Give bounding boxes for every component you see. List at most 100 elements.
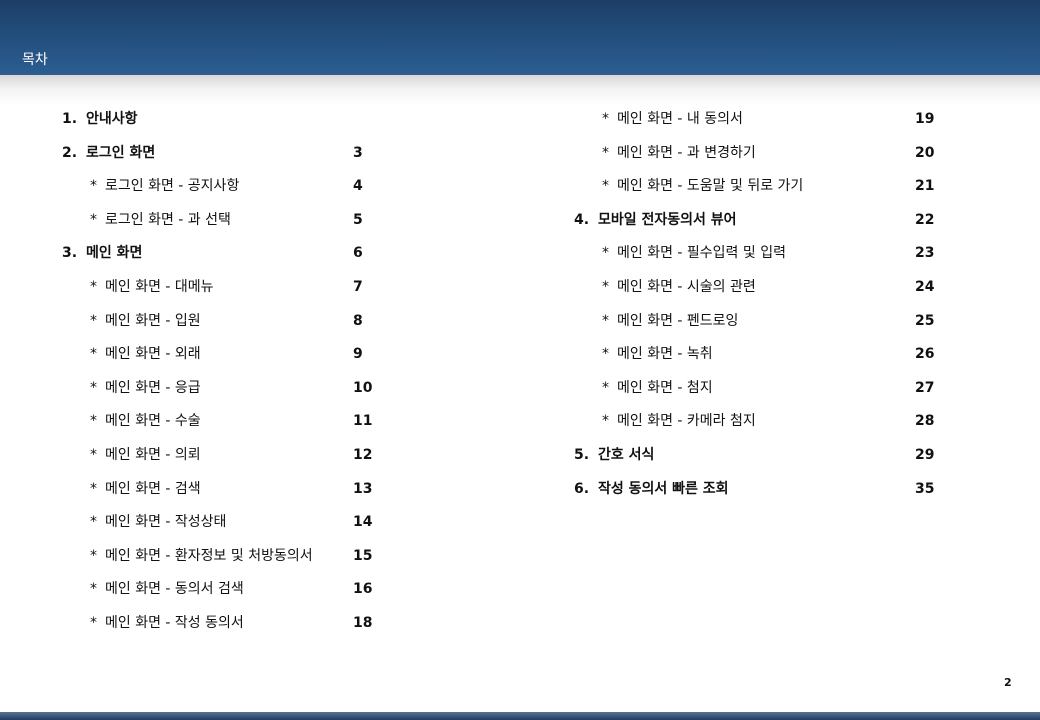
- footer-bar: [0, 712, 1040, 720]
- toc-page-number: 13: [353, 480, 373, 497]
- toc-subsection: * 로그인 화면 - 과 선택 5: [62, 210, 383, 230]
- toc-bullet-marker: *: [602, 279, 609, 295]
- toc-entry-label: 메인 화면: [86, 245, 143, 262]
- toc-bullet-marker: *: [90, 312, 97, 329]
- toc-entry-label: 메인 화면 - 의뢰: [105, 447, 201, 463]
- toc-entry-label: 메인 화면 - 응급: [105, 379, 201, 396]
- toc-subsection: * 메인 화면 - 작성 동의서 18: [62, 613, 383, 633]
- toc-subsection: * 메인 화면 - 카메라 첨지 28: [574, 411, 945, 431]
- toc-entry-label: 메인 화면 - 작성상태: [105, 514, 227, 531]
- toc-section-number: 3.: [62, 245, 78, 262]
- toc-subsection: * 메인 화면 - 필수입력 및 입력 23: [574, 243, 945, 263]
- toc-entry-label: 작성 동의서 빠른 조회: [598, 480, 729, 497]
- toc-section-number: 6.: [574, 480, 590, 497]
- title-bar: [0, 0, 1040, 75]
- toc-section: 6. 작성 동의서 빠른 조회 35: [574, 479, 945, 499]
- toc-entry-label: 간호 서식: [598, 447, 655, 463]
- slide-title: 목차: [22, 52, 48, 68]
- toc-section-number: 2.: [62, 144, 78, 161]
- toc-section-number: 1.: [62, 111, 78, 127]
- toc-subsection: * 로그인 화면 - 공지사항 4: [62, 176, 383, 196]
- toc-subsection: * 메인 화면 - 동의서 검색 16: [62, 579, 383, 599]
- toc-entry-label: 메인 화면 - 작성 동의서: [105, 615, 244, 631]
- toc-entry-label: 메인 화면 - 대메뉴: [105, 279, 214, 295]
- toc-section: 3. 메인 화면 6: [62, 243, 383, 263]
- toc-section-number: 4.: [574, 211, 590, 228]
- toc-section: 4. 모바일 전자동의서 뷰어 22: [574, 210, 945, 230]
- toc-page-number: 3: [353, 144, 363, 161]
- toc-subsection: * 메인 화면 - 작성상태 14: [62, 512, 383, 532]
- toc-subsection: * 메인 화면 - 도움말 및 뒤로 가기 21: [574, 176, 945, 196]
- toc-page-number: 6: [353, 245, 363, 262]
- toc-page-number: 26: [915, 346, 935, 363]
- toc-page-number: 15: [353, 547, 373, 564]
- toc-entry-label: 메인 화면 - 과 변경하기: [617, 144, 756, 161]
- toc-subsection: * 메인 화면 - 환자정보 및 처방동의서 15: [62, 546, 383, 566]
- toc-subsection: * 메인 화면 - 내 동의서 19: [574, 109, 945, 129]
- toc-section: 2. 로그인 화면 3: [62, 143, 383, 163]
- toc-subsection: * 메인 화면 - 응급 10: [62, 378, 383, 398]
- toc-bullet-marker: *: [602, 144, 609, 161]
- toc-bullet-marker: *: [602, 346, 609, 363]
- toc-bullet-marker: *: [602, 245, 609, 262]
- toc-subsection: * 메인 화면 - 시술의 관련 24: [574, 277, 945, 297]
- toc-bullet-marker: *: [602, 379, 609, 396]
- toc-subsection: * 메인 화면 - 과 변경하기 20: [574, 143, 945, 163]
- toc-bullet-marker: *: [90, 547, 97, 564]
- toc-entry-label: 메인 화면 - 펜드로잉: [617, 312, 739, 329]
- toc-page-number: 16: [353, 581, 373, 598]
- toc-subsection: * 메인 화면 - 첨지 27: [574, 378, 945, 398]
- toc-bullet-marker: *: [90, 581, 97, 598]
- toc-page-number: 27: [915, 379, 935, 396]
- toc-page-number: 7: [353, 279, 363, 295]
- title-bar-shadow: [0, 75, 1040, 105]
- toc-bullet-marker: *: [602, 413, 609, 430]
- toc-entry-label: 안내사항: [86, 111, 138, 127]
- toc-page-number: 35: [915, 480, 935, 497]
- toc-page-number: 9: [353, 346, 363, 363]
- toc-bullet-marker: *: [90, 514, 97, 531]
- toc-page-number: 25: [915, 312, 935, 329]
- toc-page-number: 10: [353, 379, 373, 396]
- toc-subsection: * 메인 화면 - 검색 13: [62, 479, 383, 499]
- toc-entry-label: 모바일 전자동의서 뷰어: [598, 211, 737, 228]
- toc-page-number: 22: [915, 211, 935, 228]
- toc-bullet-marker: *: [602, 178, 609, 195]
- toc-page-number: 23: [915, 245, 935, 262]
- toc-entry-label: 메인 화면 - 외래: [105, 346, 201, 363]
- toc-entry-label: 로그인 화면 - 공지사항: [105, 178, 240, 195]
- toc-bullet-marker: *: [90, 480, 97, 497]
- slide-page-number: 2: [1004, 676, 1012, 689]
- toc-page-number: 28: [915, 413, 935, 430]
- toc-entry-label: 로그인 화면: [86, 144, 156, 161]
- toc-subsection: * 메인 화면 - 수술 11: [62, 411, 383, 431]
- toc-entry-label: 메인 화면 - 첨지: [617, 379, 713, 396]
- toc-subsection: * 메인 화면 - 녹취 26: [574, 344, 945, 364]
- toc-subsection: * 메인 화면 - 대메뉴 7: [62, 277, 383, 297]
- toc-bullet-marker: *: [90, 346, 97, 363]
- toc-bullet-marker: *: [90, 413, 97, 430]
- toc-entry-label: 메인 화면 - 필수입력 및 입력: [617, 245, 786, 262]
- toc-bullet-marker: *: [602, 111, 609, 127]
- toc-bullet-marker: *: [90, 279, 97, 295]
- toc-subsection: * 메인 화면 - 의뢰 12: [62, 445, 383, 465]
- toc-entry-label: 메인 화면 - 환자정보 및 처방동의서: [105, 547, 313, 564]
- toc-entry-label: 메인 화면 - 시술의 관련: [617, 279, 756, 295]
- toc-entry-label: 로그인 화면 - 과 선택: [105, 211, 231, 228]
- toc-bullet-marker: *: [90, 447, 97, 463]
- toc-page-number: 20: [915, 144, 935, 161]
- toc-page-number: 4: [353, 178, 363, 195]
- toc-page-number: 12: [353, 447, 373, 463]
- toc-entry-label: 메인 화면 - 녹취: [617, 346, 713, 363]
- toc-page-number: 18: [353, 615, 373, 631]
- toc-bullet-marker: *: [90, 211, 97, 228]
- toc-subsection: * 메인 화면 - 펜드로잉 25: [574, 311, 945, 331]
- toc-section-number: 5.: [574, 447, 590, 463]
- toc-entry-label: 메인 화면 - 수술: [105, 413, 201, 430]
- toc-bullet-marker: *: [602, 312, 609, 329]
- toc-bullet-marker: *: [90, 379, 97, 396]
- toc-section: 1. 안내사항: [62, 109, 383, 129]
- toc-entry-label: 메인 화면 - 입원: [105, 312, 201, 329]
- toc-entry-label: 메인 화면 - 동의서 검색: [105, 581, 244, 598]
- toc-page-number: 14: [353, 514, 373, 531]
